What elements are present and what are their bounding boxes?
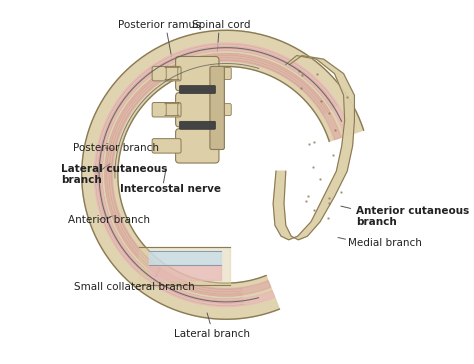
- Text: branch: branch: [61, 175, 101, 185]
- Text: Medial branch: Medial branch: [348, 238, 422, 248]
- Text: Intercostal nerve: Intercostal nerve: [120, 184, 221, 194]
- FancyBboxPatch shape: [152, 103, 181, 117]
- Polygon shape: [94, 43, 352, 306]
- Text: Posterior branch: Posterior branch: [73, 143, 159, 153]
- Text: Lateral cutaneous: Lateral cutaneous: [61, 165, 167, 174]
- Polygon shape: [148, 265, 221, 280]
- Text: Posterior ramus: Posterior ramus: [118, 20, 201, 30]
- FancyBboxPatch shape: [214, 67, 231, 79]
- FancyBboxPatch shape: [175, 92, 219, 127]
- Text: branch: branch: [356, 217, 397, 227]
- Text: Anterior cutaneous: Anterior cutaneous: [356, 206, 469, 216]
- Polygon shape: [105, 54, 341, 296]
- FancyBboxPatch shape: [175, 129, 219, 163]
- FancyBboxPatch shape: [180, 86, 215, 94]
- Text: Small collateral branch: Small collateral branch: [73, 282, 194, 292]
- FancyBboxPatch shape: [214, 104, 231, 115]
- FancyBboxPatch shape: [152, 66, 181, 81]
- FancyBboxPatch shape: [210, 66, 224, 150]
- FancyBboxPatch shape: [165, 104, 179, 115]
- Polygon shape: [139, 247, 230, 285]
- Polygon shape: [273, 56, 355, 240]
- FancyBboxPatch shape: [152, 139, 181, 153]
- Text: Anterior branch: Anterior branch: [68, 215, 150, 225]
- Text: Lateral branch: Lateral branch: [174, 329, 250, 339]
- FancyBboxPatch shape: [175, 56, 219, 91]
- Polygon shape: [148, 251, 221, 265]
- Polygon shape: [82, 30, 364, 319]
- FancyBboxPatch shape: [180, 121, 215, 129]
- Text: Spinal cord: Spinal cord: [191, 20, 250, 30]
- FancyBboxPatch shape: [165, 67, 179, 79]
